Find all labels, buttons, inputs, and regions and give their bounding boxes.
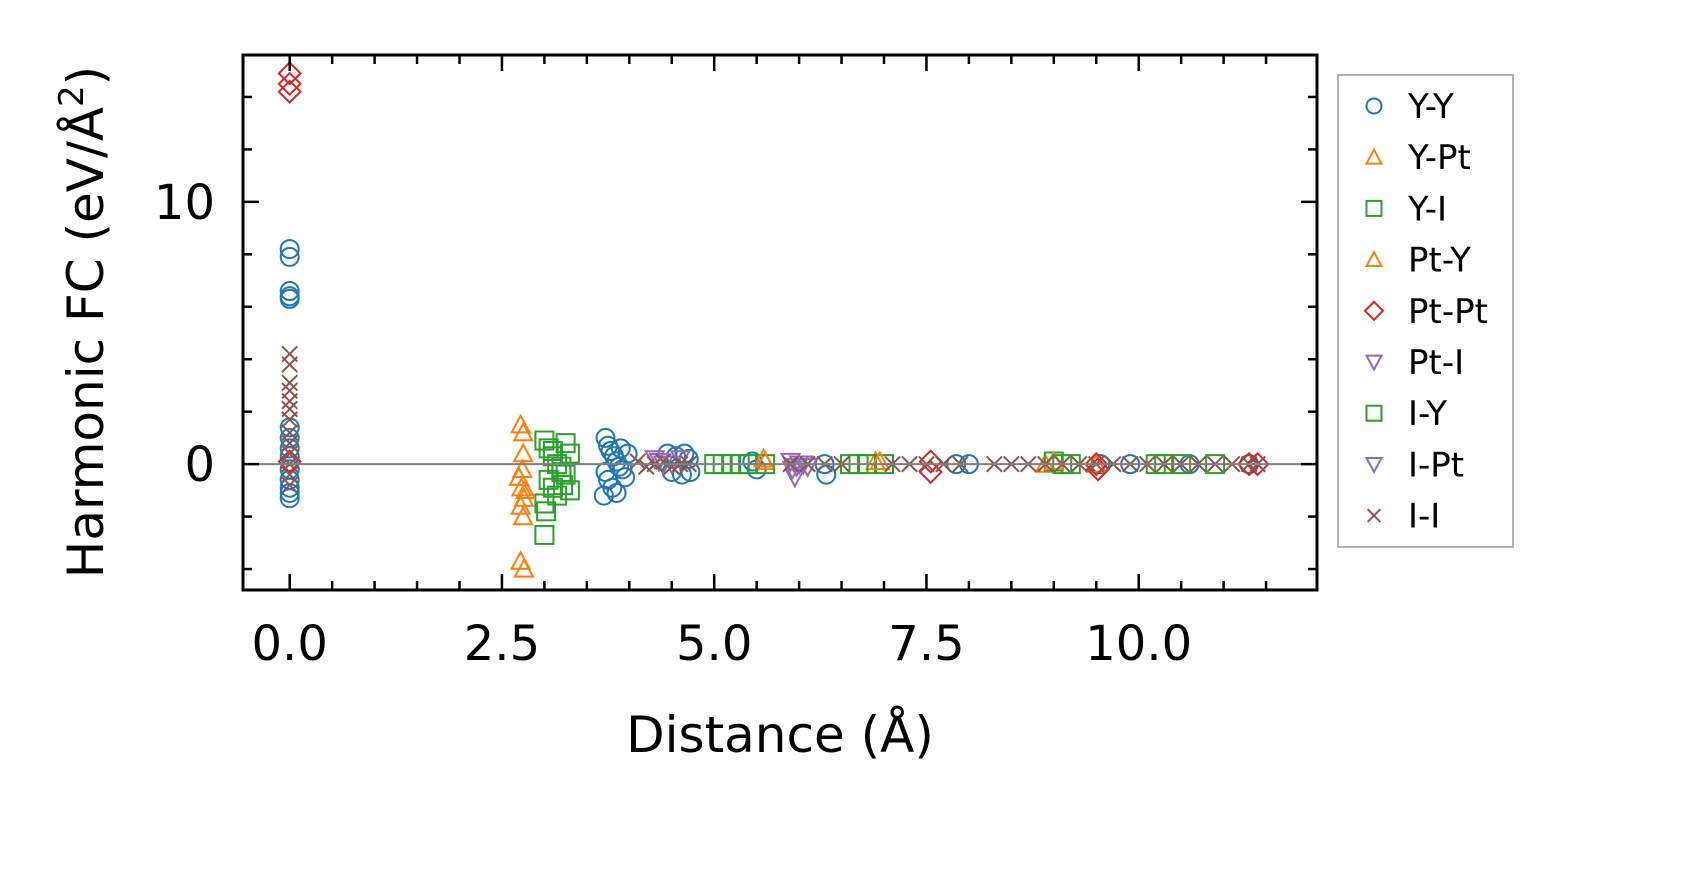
legend-item: Pt-I xyxy=(1364,343,1464,383)
y-tick-label: 0 xyxy=(184,437,215,493)
legend-label: I-Pt xyxy=(1408,445,1464,485)
data-point xyxy=(279,477,300,498)
data-point xyxy=(279,239,300,260)
legend-label: Y-Pt xyxy=(1407,138,1471,178)
legend-item: Y-I xyxy=(1365,189,1447,229)
data-point xyxy=(277,71,302,97)
series-y-pt xyxy=(508,413,1107,578)
data-point xyxy=(281,476,299,494)
data-point xyxy=(277,61,302,86)
data-point xyxy=(277,79,302,104)
data-point xyxy=(512,505,534,526)
x-tick-label: 5.0 xyxy=(676,616,752,672)
data-point xyxy=(279,438,300,459)
data-point xyxy=(281,392,299,410)
points-layer xyxy=(277,61,1270,578)
data-point xyxy=(1084,451,1109,477)
x-tick-label: 2.5 xyxy=(464,616,540,672)
legend-label: I-I xyxy=(1408,497,1440,537)
legend-frame xyxy=(1337,74,1514,548)
data-point xyxy=(595,427,616,448)
legend-marker xyxy=(1365,97,1383,115)
x-tick-label: 0.0 xyxy=(252,616,328,672)
legend-item: Y-Y xyxy=(1365,87,1454,127)
legend: Y-Y Y-Pt Y-I Pt-Y Pt-Pt Pt-I I-Y I-Pt I-I xyxy=(1337,74,1514,548)
data-point xyxy=(512,442,534,463)
legend-item: Pt-Pt xyxy=(1363,292,1488,332)
legend-marker xyxy=(1364,457,1384,475)
data-point xyxy=(515,479,537,499)
y-tick-label: 10 xyxy=(154,175,215,231)
legend-label: Y-Y xyxy=(1407,87,1454,127)
plot-frame xyxy=(241,53,1319,592)
y-axis-label-superscript: 2 xyxy=(52,85,92,107)
x-tick-label: 7.5 xyxy=(888,616,964,672)
data-point xyxy=(593,485,614,506)
data-point xyxy=(281,411,299,428)
legend-item: I-I xyxy=(1366,497,1440,537)
legend-label: Pt-Pt xyxy=(1408,292,1488,332)
data-point xyxy=(553,475,574,496)
legend-item: Y-Pt xyxy=(1364,138,1471,178)
legend-item: Pt-Y xyxy=(1364,241,1471,281)
legend-marker xyxy=(1366,508,1382,523)
data-point xyxy=(281,374,299,392)
legend-marker xyxy=(1364,249,1384,267)
data-point xyxy=(555,433,576,454)
data-point xyxy=(869,450,891,471)
series-y-i xyxy=(534,430,1226,545)
y-axis-label-main: Harmonic FC (eV/Å xyxy=(57,107,115,578)
legend-marker xyxy=(1364,147,1384,165)
data-point xyxy=(654,453,672,470)
data-point xyxy=(279,281,300,302)
data-point xyxy=(509,413,532,434)
legend-item: I-Pt xyxy=(1364,445,1464,485)
x-axis-label: Distance (Å) xyxy=(626,706,934,764)
data-point xyxy=(511,458,534,479)
data-point xyxy=(555,464,576,485)
legend-label: Y-I xyxy=(1407,189,1447,229)
data-point xyxy=(279,488,300,509)
data-point xyxy=(752,447,775,468)
data-point xyxy=(629,453,647,470)
legend-label: Pt-I xyxy=(1408,343,1464,383)
data-point xyxy=(279,288,300,309)
legend-marker xyxy=(1363,300,1385,322)
x-tick-label: 10.0 xyxy=(1085,616,1192,672)
legend-label: Pt-Y xyxy=(1408,241,1471,281)
data-point xyxy=(513,557,535,578)
data-point xyxy=(559,480,580,501)
data-point xyxy=(536,501,557,522)
data-point xyxy=(606,482,627,503)
data-point xyxy=(674,443,695,464)
legend-marker xyxy=(1365,199,1383,217)
data-point xyxy=(610,438,631,459)
legend-marker xyxy=(1365,404,1383,422)
data-point xyxy=(615,467,636,488)
legend-items: Y-Y Y-Pt Y-I Pt-Y Pt-Pt Pt-I I-Y I-Pt I-I xyxy=(1363,87,1488,537)
data-point xyxy=(281,356,299,373)
axes-layer: 0.0 2.5 5.0 7.5 10.0 0 10 xyxy=(154,55,1317,672)
data-point xyxy=(1245,451,1270,477)
y-axis-label-close: ) xyxy=(57,66,115,86)
data-point xyxy=(1236,451,1262,477)
legend-marker xyxy=(1364,354,1384,372)
data-point xyxy=(534,493,555,514)
series-pt-pt xyxy=(277,61,1270,485)
y-axis-label: Harmonic FC (eV/Å2) xyxy=(52,66,115,578)
legend-item: I-Y xyxy=(1365,394,1447,434)
legend-label: I-Y xyxy=(1408,394,1447,434)
data-point xyxy=(1085,457,1111,482)
data-point xyxy=(612,459,633,480)
data-point xyxy=(534,524,555,545)
data-point xyxy=(512,421,534,442)
data-point xyxy=(279,246,300,267)
data-point xyxy=(547,485,568,506)
